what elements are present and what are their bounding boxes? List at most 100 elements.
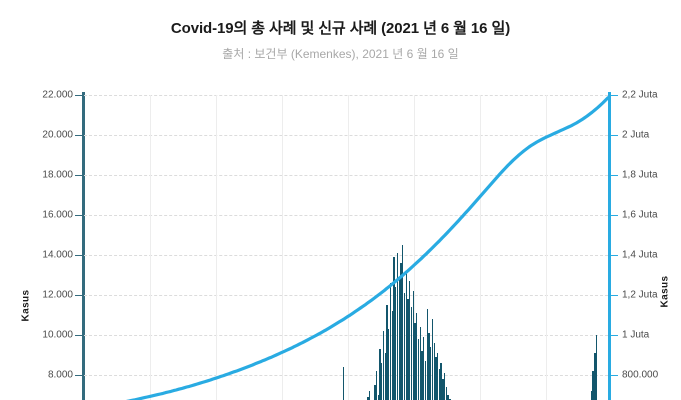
bar: [424, 361, 427, 400]
bar: [407, 299, 409, 400]
axis-tick-label: 2 Juta: [622, 129, 650, 141]
bar: [430, 347, 432, 400]
plot-inner: [84, 95, 608, 400]
bar: [375, 371, 378, 400]
bar: [367, 397, 369, 400]
bar: [403, 293, 406, 400]
bar: [410, 307, 413, 400]
horizontal-gridline: [84, 95, 608, 96]
bar: [435, 357, 437, 400]
bar: [423, 337, 425, 400]
bar: [389, 283, 392, 400]
bar: [379, 349, 381, 400]
vertical-gridline: [414, 95, 415, 400]
horizontal-gridline: [84, 215, 608, 216]
bar: [442, 379, 444, 400]
axis-tick-mark: [75, 135, 82, 136]
axis-tick-mark: [611, 95, 618, 96]
bar: [417, 339, 420, 400]
bar: [382, 331, 385, 400]
axis-tick-label: 800.000: [622, 369, 659, 381]
axis-tick-label: 1,8 Juta: [622, 169, 658, 181]
axis-tick-mark: [611, 135, 618, 136]
bar: [414, 323, 416, 400]
bar: [447, 395, 449, 400]
axis-tick-mark: [611, 175, 618, 176]
horizontal-gridline: [84, 255, 608, 256]
plot-area: [84, 95, 608, 400]
cumulative-line-path: [125, 96, 608, 400]
axis-tick-mark: [75, 335, 82, 336]
bar: [377, 395, 379, 400]
bar: [443, 373, 446, 400]
axis-tick-label: 2,2 Juta: [622, 89, 658, 101]
bar: [396, 253, 399, 400]
bar: [398, 277, 400, 400]
axis-tick-label: 20.000: [42, 129, 73, 141]
vertical-gridline: [150, 95, 151, 400]
right-axis-title: Kasus: [659, 275, 671, 308]
horizontal-gridline: [84, 135, 608, 136]
chart-header: Covid-19의 총 사례 및 신규 사례 (2021 년 6 월 16 일)…: [0, 0, 681, 62]
vertical-gridline: [480, 95, 481, 400]
left-axis-labels: 22.000 20.000 18.000 16.000 14.000 12.000 10.0…: [0, 0, 73, 400]
axis-tick-mark: [611, 375, 618, 376]
bar: [400, 263, 402, 400]
bar: [595, 335, 598, 400]
left-axis-line: [82, 92, 85, 400]
right-axis-line: [608, 92, 611, 400]
bar: [440, 363, 442, 400]
vertical-gridline: [216, 95, 217, 400]
axis-tick-label: 16.000: [42, 209, 73, 221]
chart-subtitle: 출처 : 보건부 (Kemenkes), 2021 년 6 월 16 일: [222, 47, 459, 61]
bar: [590, 391, 593, 400]
axis-tick-label: 22.000: [42, 89, 73, 101]
bar: [419, 327, 421, 400]
axis-tick-mark: [75, 175, 82, 176]
axis-tick-label: 18.000: [42, 169, 73, 181]
bar: [445, 387, 448, 400]
axis-tick-label: 14.000: [42, 249, 73, 261]
vertical-gridline: [546, 95, 547, 400]
horizontal-gridline: [84, 295, 608, 296]
axis-tick-label: 10.000: [42, 329, 73, 341]
bar: [412, 291, 414, 400]
bar: [388, 329, 390, 400]
bar: [395, 287, 397, 400]
axis-tick-label: 8.000: [47, 369, 73, 381]
bar: [393, 257, 395, 400]
right-axis-labels: 2,2 Juta 2 Juta 1,8 Juta 1,6 Juta 1,4 Juta 1,…: [622, 0, 681, 400]
line-series: [125, 96, 608, 400]
axis-tick-mark: [75, 375, 82, 376]
horizontal-gridline: [84, 175, 608, 176]
bar: [368, 391, 371, 400]
bar: [594, 353, 596, 400]
axis-tick-mark: [75, 215, 82, 216]
axis-tick-label: 1 Juta: [622, 329, 650, 341]
chart-title: Covid-19의 총 사례 및 신규 사례 (2021 년 6 월 16 일): [170, 20, 511, 37]
axis-tick-label: 1,2 Juta: [622, 289, 658, 301]
axis-tick-label: 12.000: [42, 289, 73, 301]
bar: [405, 271, 407, 400]
bar: [384, 353, 386, 400]
axis-tick-mark: [75, 95, 82, 96]
bar: [342, 367, 345, 400]
axis-tick-mark: [611, 335, 618, 336]
bar: [409, 281, 411, 400]
bar: [402, 245, 404, 400]
vertical-gridline: [348, 95, 349, 400]
axis-tick-mark: [75, 295, 82, 296]
bar: [592, 371, 594, 400]
bar: [428, 333, 430, 400]
axis-tick-mark: [75, 255, 82, 256]
bar: [438, 369, 441, 400]
bar: [431, 319, 434, 400]
bar: [391, 311, 393, 400]
bar: [437, 353, 439, 400]
bar: [416, 313, 418, 400]
axis-tick-label: 1,6 Juta: [622, 209, 658, 221]
bar: [374, 385, 376, 400]
bar: [426, 309, 428, 400]
bar: [381, 363, 383, 400]
